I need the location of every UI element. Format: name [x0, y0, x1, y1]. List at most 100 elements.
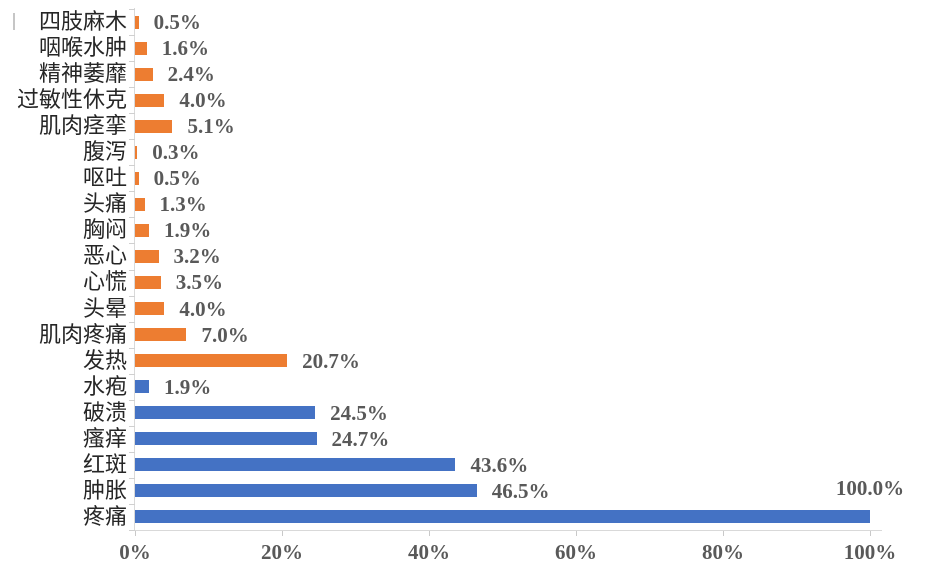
y-axis-tick: [129, 373, 135, 375]
bar: [135, 302, 165, 316]
category-label: 精神萎靡: [38, 61, 127, 87]
category-label: 水疱: [82, 373, 127, 399]
y-axis-tick: [129, 87, 135, 89]
bar-row: 头晕 4.0%: [83, 296, 870, 322]
category-label: 过敏性休克: [16, 87, 127, 113]
value-label: 20.7%: [302, 348, 360, 373]
bar-row: 四肢麻木 0.5%: [39, 9, 870, 35]
bar: [135, 406, 316, 420]
bar: [135, 41, 147, 55]
bar-row: 肌肉痉挛 5.1%: [39, 113, 870, 139]
bar-row: 肿胀 46.5%: [83, 478, 870, 504]
bar: [135, 145, 138, 159]
bar: [135, 249, 159, 263]
bar-row: 头痛 1.3%: [83, 191, 870, 217]
value-label: 3.5%: [175, 270, 223, 295]
value-label: 7.0%: [201, 322, 249, 347]
x-axis-tick-label: 80%: [702, 540, 744, 564]
y-axis-tick: [129, 321, 135, 323]
category-label: 四肢麻木: [38, 9, 127, 35]
x-axis-line: [134, 530, 882, 531]
value-label: 100.0%: [835, 475, 905, 500]
bar-row: 肌肉疼痛 7.0%: [39, 322, 870, 348]
bar-row: 红斑 43.6%: [83, 452, 870, 478]
bar-row: 恶心 3.2%: [83, 243, 870, 269]
y-axis-tick: [129, 399, 135, 401]
y-axis-tick: [129, 243, 135, 245]
y-axis-tick: [129, 9, 135, 10]
category-label: 瘙痒: [82, 425, 127, 451]
y-axis-tick: [129, 191, 135, 193]
x-axis-tick-label: 100%: [843, 540, 897, 564]
bar-row: 水疱 1.9%: [83, 374, 870, 400]
bar: [135, 328, 187, 342]
value-label: 0.3%: [152, 140, 200, 165]
y-axis-tick: [129, 61, 135, 63]
x-axis-tick: [282, 531, 283, 536]
y-axis-tick: [129, 451, 135, 453]
category-label: 发热: [82, 347, 127, 373]
bar-row: 疼痛 100.0%: [83, 476, 904, 530]
y-axis-tick: [129, 217, 135, 219]
bar-row: 胸闷 1.9%: [83, 217, 870, 243]
y-axis-tick: [129, 139, 135, 141]
y-axis-tick: [129, 295, 135, 297]
bar-row: 发热 20.7%: [83, 348, 870, 374]
value-label: 5.1%: [187, 114, 235, 139]
x-axis-tick-label: 40%: [408, 540, 450, 564]
bar: [135, 380, 149, 394]
category-label: 头痛: [82, 191, 127, 217]
bar: [135, 223, 149, 237]
y-axis-tick: [129, 503, 135, 505]
y-axis-tick: [129, 530, 135, 531]
bar: [135, 510, 870, 524]
value-label: 3.2%: [173, 244, 221, 269]
category-label: 疼痛: [82, 503, 127, 529]
value-label: 4.0%: [179, 296, 227, 321]
bar: [135, 484, 477, 498]
value-label: 0.5%: [153, 10, 201, 35]
bar: [135, 458, 456, 472]
bar-row: 呕吐 0.5%: [83, 165, 870, 191]
bar-rows: 四肢麻木 0.5% 咽喉水肿 1.6% 精神萎靡 2.4% 过敏性休克 4.0% 肌肉痉挛 5.1…: [17, 9, 904, 530]
bar: [135, 15, 139, 29]
bar-row: 破溃 24.5%: [83, 400, 870, 426]
value-label: 0.5%: [153, 166, 201, 191]
value-label: 1.6%: [161, 36, 209, 61]
bar: [135, 119, 173, 133]
bar: [135, 354, 288, 368]
bar-row: 精神萎靡 2.4%: [39, 61, 870, 87]
x-axis-tick: [429, 531, 430, 536]
category-label: 破溃: [82, 399, 127, 425]
x-axis-tick: [723, 531, 724, 536]
bar-row: 腹泻 0.3%: [83, 139, 870, 165]
y-axis-tick: [129, 269, 135, 271]
bar-row: 咽喉水肿 1.6%: [39, 35, 870, 61]
y-axis-tick: [129, 165, 135, 167]
bar: [135, 93, 165, 107]
x-axis-tick-label: 0%: [119, 540, 151, 564]
plot-area: 四肢麻木 0.5% 咽喉水肿 1.6% 精神萎靡 2.4% 过敏性休克 4.0% 肌肉痉挛 5.1…: [17, 8, 904, 564]
bar: [135, 275, 161, 289]
y-axis-tick: [129, 425, 135, 427]
bar: [135, 197, 145, 211]
category-label: 肌肉痉挛: [38, 113, 127, 139]
category-label: 腹泻: [82, 139, 127, 165]
category-label: 心慌: [82, 269, 127, 295]
category-label: 呕吐: [82, 165, 127, 191]
x-axis-tick: [870, 531, 871, 536]
value-label: 4.0%: [179, 88, 227, 113]
value-label: 43.6%: [470, 452, 529, 477]
category-label: 头晕: [82, 295, 127, 321]
category-label: 肿胀: [82, 477, 127, 503]
y-axis-tick: [129, 347, 135, 349]
stray-mark: [13, 13, 15, 30]
bar: [135, 67, 153, 81]
category-label: 恶心: [82, 243, 127, 269]
x-axis-tick-label: 20%: [261, 540, 303, 564]
category-label: 咽喉水肿: [38, 35, 127, 61]
y-axis-tick: [129, 35, 135, 37]
category-label: 胸闷: [82, 217, 127, 243]
bar: [135, 432, 317, 446]
